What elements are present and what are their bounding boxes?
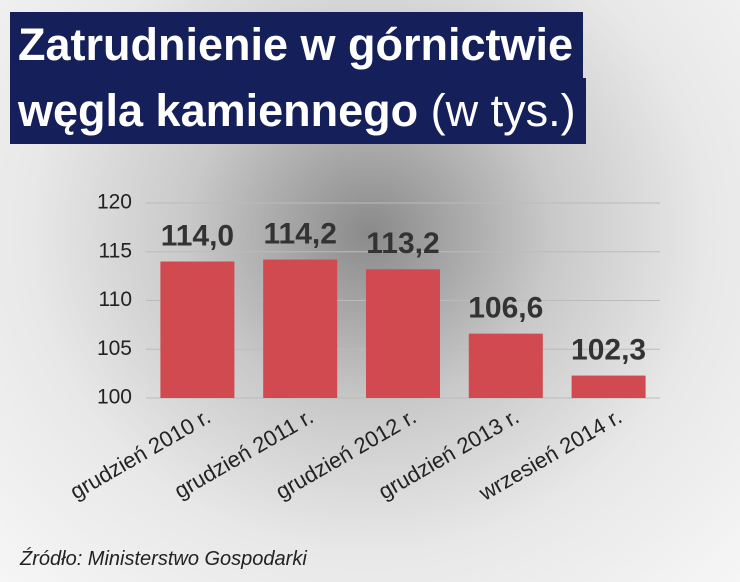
title-line: Zatrudnienie w górnictwie xyxy=(10,12,584,78)
y-tick-label: 110 xyxy=(99,288,132,311)
title: węgla kamiennego xyxy=(18,85,419,136)
source: Źródło: Ministerstwo Gospodarki xyxy=(20,548,307,570)
value-label: 114,2 xyxy=(263,217,336,250)
y-tick-label: 100 xyxy=(97,386,132,409)
y-tick-label: 115 xyxy=(99,239,132,262)
title-line: węgla kamiennego (w tys.) xyxy=(10,78,586,144)
bar xyxy=(365,269,441,398)
y-tick-label: 105 xyxy=(97,337,132,360)
bar xyxy=(468,333,543,398)
value-label: 113,2 xyxy=(366,227,439,260)
title: Zatrudnienie w górnictwie xyxy=(18,19,574,70)
value-label: 114,0 xyxy=(161,219,234,252)
bar xyxy=(263,259,338,398)
subtitle: (w tys.) xyxy=(430,85,576,136)
bar xyxy=(571,375,646,398)
value-label: 106,6 xyxy=(468,292,543,325)
value-label: 102,3 xyxy=(571,333,646,366)
y-tick-label: 120 xyxy=(97,191,132,214)
title-box: Zatrudnienie w górnictwie węgla kamienne… xyxy=(10,12,586,144)
bar xyxy=(160,261,235,398)
